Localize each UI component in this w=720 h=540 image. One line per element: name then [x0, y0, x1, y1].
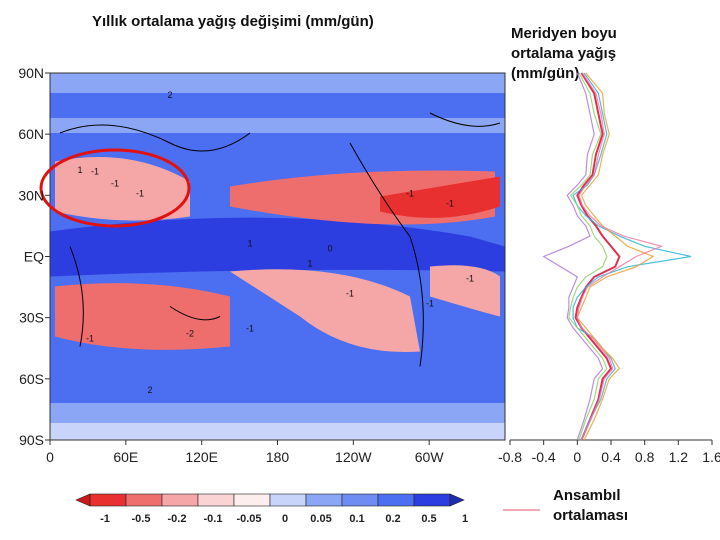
heatmap-x-tick-label: 0 [46, 449, 54, 465]
colorbar-tick-label: 0.2 [385, 513, 400, 525]
ensemble-mean-line [574, 72, 621, 441]
colorbar-tick-label: -0.5 [132, 513, 151, 525]
heatmap-y-tick-label: 60N [18, 126, 44, 142]
heatmap-x-tick-label: 120E [185, 449, 218, 465]
colorbar-segment [125, 493, 163, 507]
model-series-line [576, 72, 655, 441]
contour-label: -2 [186, 329, 194, 339]
heatmap-panel: -1 -1 -1 -1 -1 -1 -1 -2 -1 0 1 1 2 1 2 -1 -1 0 60E 120E 180 1… [18, 65, 506, 465]
contour-label: -1 [111, 179, 119, 189]
contour-label: -1 [246, 324, 254, 334]
heatmap-y-tick-label: 30S [19, 310, 44, 326]
heatmap-band [50, 423, 505, 440]
itcz-wet-band [50, 217, 505, 277]
heatmap-band [50, 73, 505, 93]
colorbar-tick-label: -0.05 [236, 513, 261, 525]
ensemble-legend-label: Ansambıl ortalaması [553, 487, 629, 524]
contour-label: -1 [86, 334, 94, 344]
colorbar-tick-label: -0.2 [168, 513, 187, 525]
heatmap-x-tick-label: 60E [113, 449, 138, 465]
coastline [69, 246, 84, 347]
colorbar-tick-label: 1 [462, 513, 468, 525]
colorbar-tick-label: 0.1 [349, 513, 364, 525]
coastline [59, 124, 251, 152]
contour-label: 1 [77, 165, 82, 175]
coastline [429, 112, 501, 127]
heatmap-y-tick-label: 90N [18, 65, 44, 81]
contour-label: -1 [466, 274, 474, 284]
model-series-line [568, 72, 608, 441]
heatmap-x-tick-label: 180 [266, 449, 290, 465]
line-chart-x-tick-label: 1.6 [702, 449, 720, 465]
heatmap-band [50, 93, 505, 118]
line-chart-x-tick-label: 1.2 [669, 449, 689, 465]
contour-label: -1 [136, 189, 144, 199]
coastline [169, 306, 221, 321]
colorbar-segment [161, 493, 199, 507]
contour-label: 1 [247, 239, 252, 249]
colorbar-segment [305, 493, 343, 507]
colorbar-segment [89, 493, 127, 507]
highlight-ellipse [39, 148, 191, 228]
contour-label: 2 [167, 90, 172, 100]
heatmap-x-tick-label: 120W [335, 449, 372, 465]
heatmap-title: Yıllık ortalama yağış değişimi (mm/gün) [92, 13, 374, 30]
contour-label: -1 [446, 199, 454, 209]
heatmap-y-tick-label: EQ [24, 249, 44, 265]
coastline [349, 142, 424, 367]
heatmap-x-tick-label: 60W [415, 449, 445, 465]
heatmap-band [50, 118, 505, 133]
contour-label: -1 [91, 167, 99, 177]
line-chart-x-tick-label: 0.8 [635, 449, 655, 465]
dry-region-south-atlantic [430, 265, 500, 317]
model-series-line [542, 72, 604, 441]
colorbar-tick-label: 0.5 [421, 513, 436, 525]
line-chart-x-tick-label: -0.8 [498, 449, 522, 465]
colorbar-segment [197, 493, 235, 507]
contour-label: -1 [426, 299, 434, 309]
contour-label: 0 [327, 244, 332, 254]
colorbar-tick-label: 0.05 [310, 513, 331, 525]
heatmap-y-tick-label: 30N [18, 187, 44, 203]
line-chart-panel: -0.8 -0.4 0 0.4 0.8 1.2 1.6 [498, 72, 720, 465]
model-series-line [572, 72, 692, 441]
dry-region-south-indian [55, 283, 230, 350]
dry-region-south-pacific [230, 269, 420, 353]
line-chart-x-tick-label: 0.4 [601, 449, 621, 465]
heatmap-y-tick-label: 60S [19, 371, 44, 387]
line-chart-title: Meridyen boyu ortalama yağış (mm/gün) [511, 25, 617, 82]
colorbar-segment [269, 493, 307, 507]
colorbar-tick-label: 0 [282, 513, 288, 525]
colorbar-tick-label: -1 [100, 513, 110, 525]
heatmap-y-tick-label: 90S [19, 432, 44, 448]
line-chart-x-tick-label: 0 [573, 449, 581, 465]
colorbar: -1 -0.5 -0.2 -0.1 -0.05 0 0.05 0.1 0.2 0.5 1 [75, 493, 468, 525]
colorbar-segment [233, 493, 271, 507]
contour-label: -1 [346, 289, 354, 299]
colorbar-segment [341, 493, 379, 507]
heatmap-band [50, 403, 505, 423]
contour-label: 1 [307, 259, 312, 269]
dry-region-central-america [380, 176, 500, 218]
model-series-line [576, 72, 664, 441]
colorbar-segment [413, 493, 451, 507]
colorbar-max-arrow [449, 493, 465, 507]
colorbar-min-arrow [75, 493, 91, 507]
contour-label: -1 [406, 189, 414, 199]
line-chart-x-tick-label: -0.4 [532, 449, 556, 465]
colorbar-tick-label: -0.1 [204, 513, 223, 525]
dry-region-mediterranean [55, 157, 190, 221]
heatmap-band [50, 373, 505, 393]
colorbar-segment [377, 493, 415, 507]
contour-label: 2 [147, 385, 152, 395]
